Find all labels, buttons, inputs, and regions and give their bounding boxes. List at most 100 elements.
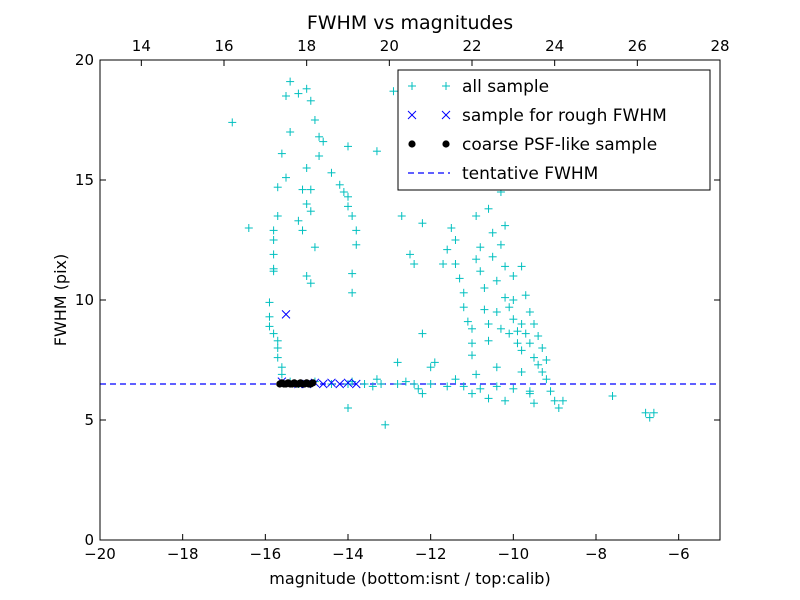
x-tick-label: −8: [585, 545, 607, 563]
data-point: [406, 250, 414, 259]
x-tick-label: −6: [668, 545, 690, 563]
data-point: [344, 202, 352, 211]
legend-entry: sample for rough FWHM: [407, 106, 667, 126]
data-point: [327, 378, 336, 388]
data-point: [269, 329, 278, 338]
chart-title: FWHM vs magnitudes: [307, 12, 513, 34]
data-point: [443, 382, 452, 391]
legend-box: [397, 69, 711, 191]
legend-label: tentative FWHM: [462, 164, 598, 184]
series-plus: [228, 77, 658, 429]
series-dot: [276, 379, 317, 388]
top-x-tick-label: 14: [132, 37, 151, 55]
data-point: [269, 236, 278, 244]
top-x-tick-label: 26: [628, 37, 647, 55]
data-point: [509, 296, 518, 304]
data-point: [327, 380, 336, 388]
data-point: [397, 212, 406, 220]
data-point: [401, 377, 410, 386]
data-point: [315, 152, 324, 160]
data-point: [269, 250, 278, 259]
data-point: [282, 92, 290, 100]
data-point: [468, 351, 476, 360]
data-point: [335, 379, 345, 389]
data-point: [306, 207, 315, 216]
data-point: [496, 240, 505, 249]
data-point: [310, 116, 319, 124]
data-point: [343, 378, 353, 388]
data-point: [513, 339, 522, 348]
data-point: [410, 380, 419, 388]
data-point: [608, 392, 617, 400]
data-point: [273, 344, 282, 352]
x-tick-label: −12: [415, 545, 447, 563]
data-point: [372, 147, 381, 156]
data-point: [505, 303, 514, 312]
data-point: [265, 312, 274, 321]
data-point: [335, 180, 344, 189]
legend-label: sample for rough FWHM: [462, 106, 667, 126]
data-point: [641, 408, 650, 417]
data-point: [488, 228, 497, 237]
data-point: [393, 358, 402, 367]
data-point: [645, 413, 654, 422]
top-x-tick-label: 22: [462, 37, 481, 55]
data-point: [277, 363, 286, 372]
data-point: [538, 368, 547, 376]
data-point: [501, 262, 510, 271]
data-point: [277, 149, 286, 158]
data-point: [348, 269, 357, 278]
data-point: [344, 380, 352, 388]
data-point: [550, 396, 559, 405]
top-x-tick-label: 28: [710, 37, 729, 55]
data-point: [298, 185, 307, 194]
data-point: [352, 240, 361, 249]
data-point: [480, 305, 489, 314]
data-point: [348, 288, 357, 297]
data-point: [368, 382, 377, 391]
top-x-tick-label: 20: [380, 37, 399, 55]
data-point: [418, 329, 427, 338]
x-tick-label: −16: [250, 545, 282, 563]
data-point: [484, 320, 493, 328]
data-point: [501, 221, 510, 230]
data-point: [476, 267, 485, 276]
data-point: [517, 368, 526, 376]
data-point: [492, 382, 501, 391]
data-point: [372, 375, 381, 384]
data-point: [530, 320, 538, 328]
data-point: [410, 260, 419, 268]
plot-area: [100, 77, 720, 429]
legend-marker: [408, 82, 416, 90]
data-point: [269, 267, 278, 276]
data-point: [351, 379, 361, 389]
legend-entry: coarse PSF-like sample: [408, 135, 657, 155]
data-point: [265, 322, 274, 331]
x-tick-label: −18: [167, 545, 199, 563]
data-point: [389, 87, 398, 96]
data-point: [459, 303, 468, 312]
x-tick-label: −14: [332, 545, 364, 563]
data-point: [484, 336, 493, 345]
data-point: [273, 212, 282, 220]
data-point: [517, 262, 526, 271]
data-point: [447, 224, 456, 232]
data-point: [294, 216, 303, 225]
data-point: [426, 363, 435, 372]
y-tick-label: 5: [84, 411, 94, 429]
data-point: [521, 291, 530, 300]
data-point: [298, 226, 307, 235]
data-point: [273, 336, 282, 345]
data-point: [282, 173, 290, 182]
top-x-tick-label: 18: [297, 37, 316, 55]
axes: −20 −18 −16 −14 −12 −10 −8 −6 0 5 10 15 20 14 16 18 20 22…: [75, 37, 730, 563]
x-tick-label: −10: [498, 545, 530, 563]
legend-entry: tentative FWHM: [408, 164, 598, 184]
data-point: [352, 226, 361, 235]
y-tick-label: 0: [84, 531, 94, 549]
data-point: [348, 212, 357, 220]
data-point: [265, 298, 274, 307]
data-point: [505, 329, 514, 338]
y-tick-label: 20: [75, 51, 94, 69]
data-point: [468, 339, 476, 348]
